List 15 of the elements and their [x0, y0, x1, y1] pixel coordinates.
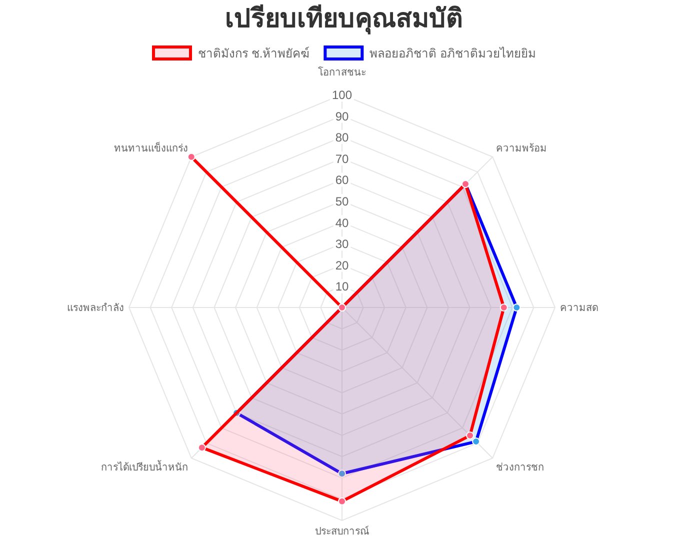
legend: ชาติมังกร ช.ห้าพยัคฆ์ พลอยอภิชาติ อภิชาติมวยไทยยิม — [152, 46, 536, 60]
tick-label: 80 — [335, 130, 349, 145]
legend-label: ชาติมังกร ช.ห้าพยัคฆ์ — [198, 46, 310, 60]
legend-label: พลอยอภิชาติ อภิชาติมวยไทยยิม — [370, 46, 536, 60]
axis-label: ความสด — [560, 303, 598, 314]
axis-label: ความพร้อม — [496, 143, 548, 154]
axis-label: แรงพละกำลัง — [67, 303, 124, 314]
axis-label: ช่วงการชก — [496, 462, 544, 474]
axis-label: ประสบการณ์ — [315, 526, 369, 538]
axis-label: โอกาสชนะ — [318, 68, 366, 78]
tick-label: 100 — [332, 88, 352, 102]
title: เปรียบเทียบคุณสมบัติ — [225, 3, 463, 33]
axis-label: ทนทานแข็งแกร่ง — [114, 143, 188, 154]
tick-label: 90 — [335, 109, 349, 124]
axis-label: การได้เปรียบน้ำหนัก — [100, 462, 188, 474]
